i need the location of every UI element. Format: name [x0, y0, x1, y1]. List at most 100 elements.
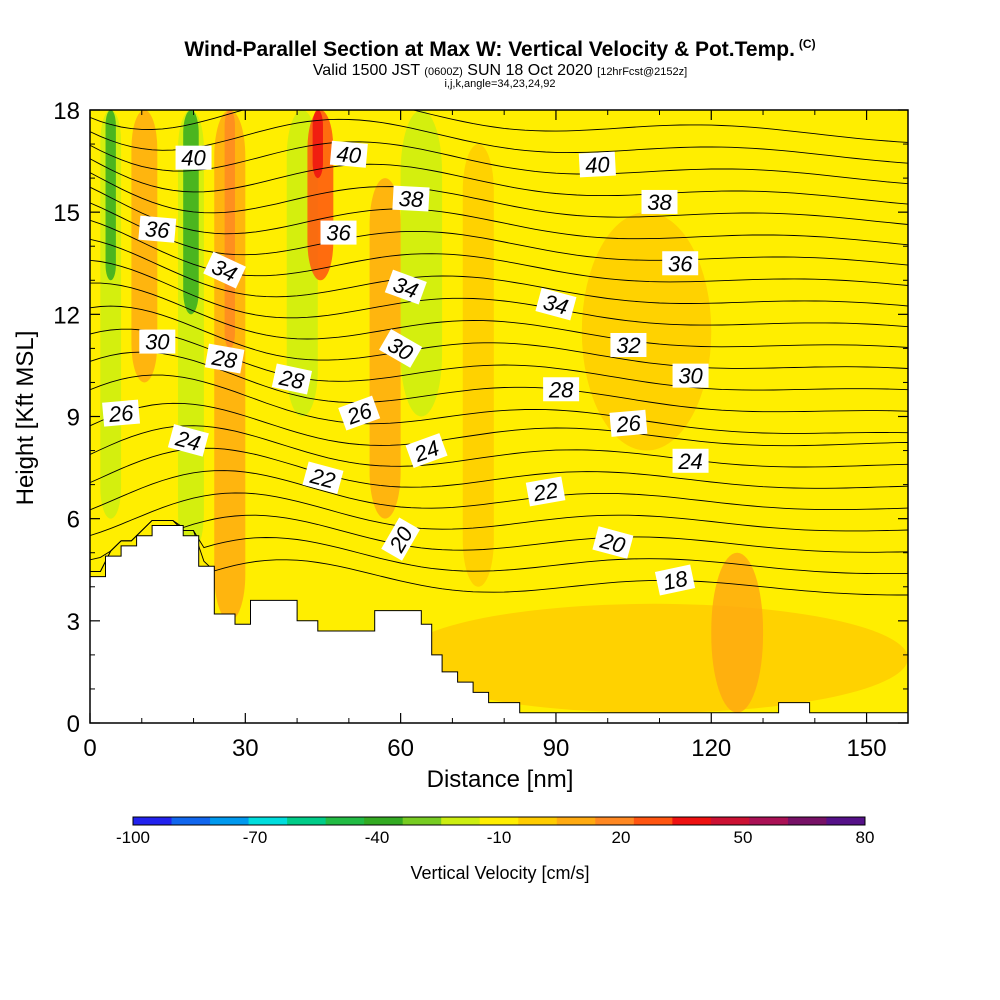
theta-label-12: 30: [139, 329, 176, 355]
colorbar-swatch: [325, 817, 365, 825]
x-tick-label: 30: [232, 735, 259, 762]
theta-contour-22: [90, 470, 908, 511]
theta-label-text: 28: [276, 365, 307, 395]
colorbar-swatch: [210, 817, 250, 825]
theta-contour-19: [90, 519, 908, 575]
theta-contour-25: [90, 402, 908, 447]
theta-label-text: 26: [614, 410, 642, 437]
theta-contour-23: [90, 447, 908, 489]
colorbar-swatch: [402, 817, 442, 825]
theta-label-bg: [204, 343, 245, 374]
chart-subtitle: Valid 1500 JST (0600Z) SUN 18 Oct 2020 […: [312, 62, 688, 79]
theta-label-25: 22: [525, 476, 566, 507]
theta-label-bg: [392, 185, 430, 212]
colorbar-swatch: [248, 817, 288, 825]
theta-label-bg: [535, 287, 577, 321]
theta-label-bg: [610, 332, 647, 357]
colorbar-swatch: [672, 817, 712, 825]
theta-label-bg: [543, 377, 580, 402]
theta-label-text: 40: [181, 146, 206, 171]
x-tick-label: 60: [387, 735, 414, 762]
theta-label-7: 36: [662, 251, 699, 276]
colorbar-swatch: [595, 817, 635, 825]
theta-contour-38: [90, 141, 908, 185]
colorbar-swatch: [479, 817, 519, 825]
theta-contour-27: [90, 351, 908, 413]
y-tick-label: 18: [53, 98, 80, 125]
theta-label-bg: [338, 395, 381, 431]
theta-label-17: 28: [543, 377, 580, 402]
theta-label-text: 26: [107, 400, 135, 427]
theta-label-2: 40: [578, 151, 616, 178]
theta-label-text: 18: [661, 566, 691, 596]
colorbar-tick-label: -40: [365, 828, 390, 847]
x-axis-label: Distance [nm]: [426, 766, 574, 793]
theta-label-3: 38: [392, 185, 430, 212]
theta-label-bg: [381, 517, 421, 561]
x-tick-label: 120: [691, 735, 731, 762]
theta-label-text: 22: [530, 477, 559, 506]
theta-label-bg: [102, 399, 141, 427]
w-feature-13: [581, 212, 712, 451]
theta-contour-40: [90, 110, 908, 143]
theta-label-23: 24: [672, 448, 709, 474]
theta-label-text: 30: [678, 364, 703, 389]
theta-contour-20: [90, 514, 908, 561]
colorbar-swatch: [518, 817, 558, 825]
theta-label-28: 18: [654, 564, 696, 596]
theta-label-bg: [203, 251, 246, 289]
y-tick-label: 3: [67, 609, 80, 636]
theta-contour-30: [90, 282, 908, 348]
theta-label-bg: [654, 564, 696, 596]
theta-label-0: 40: [175, 145, 212, 171]
colorbar-swatch: [287, 817, 327, 825]
theta-label-11: 32: [610, 332, 647, 358]
theta-label-text: 40: [585, 152, 612, 178]
theta-label-10: 34: [535, 287, 577, 321]
colorbar: -100 -70 -40 -10 20 50 80: [116, 816, 874, 847]
x-tick-label: 0: [83, 735, 96, 762]
theta-label-bg: [641, 189, 678, 214]
colorbar-tick-label: -100: [116, 828, 150, 847]
theta-label-14: 30: [672, 363, 709, 389]
w-feature-6: [224, 110, 235, 349]
chart-subtitle-indices: i,j,k,angle=34,23,24,92: [444, 78, 556, 90]
theta-label-5: 36: [138, 215, 177, 243]
theta-label-bg: [302, 461, 344, 495]
theta-label-1: 40: [329, 140, 368, 168]
colorbar-swatch: [749, 817, 789, 825]
theta-contours: [90, 110, 908, 596]
y-axis-label: Height [Kft MSL]: [12, 330, 39, 506]
x-tick-label: 90: [543, 735, 570, 762]
colorbar-tick-label: 20: [612, 828, 631, 847]
theta-label-4: 38: [641, 189, 678, 215]
theta-label-27: 20: [592, 526, 634, 559]
y-tick-label: 12: [53, 302, 80, 329]
theta-label-text: 24: [677, 449, 702, 474]
theta-contour-26: [90, 374, 908, 434]
theta-contour-31: [90, 259, 908, 328]
theta-label-bg: [405, 433, 448, 468]
theta-label-bg: [138, 215, 177, 243]
theta-contour-21: [90, 492, 908, 537]
theta-label-bg: [592, 526, 634, 559]
colorbar-swatch: [633, 817, 673, 825]
theta-contour-32: [90, 238, 908, 307]
colorbar-tick-label: -10: [487, 828, 512, 847]
colorbar-swatch: [710, 817, 750, 825]
theta-label-text: 38: [647, 190, 672, 215]
theta-label-text: 30: [145, 330, 170, 355]
y-tick-label: 15: [53, 200, 80, 227]
theta-label-bg: [672, 363, 709, 388]
theta-contour-24: [90, 425, 908, 468]
theta-contour-39: [90, 118, 908, 164]
w-feature-15: [711, 552, 764, 713]
theta-label-bg: [175, 145, 212, 170]
theta-label-bg: [329, 140, 368, 168]
colorbar-swatch: [787, 817, 827, 825]
colorbar-swatch: [364, 817, 404, 825]
theta-contour-29: [90, 305, 908, 369]
theta-label-text: 38: [398, 186, 425, 212]
theta-label-bg: [139, 329, 176, 354]
theta-contour-18: [90, 519, 908, 596]
